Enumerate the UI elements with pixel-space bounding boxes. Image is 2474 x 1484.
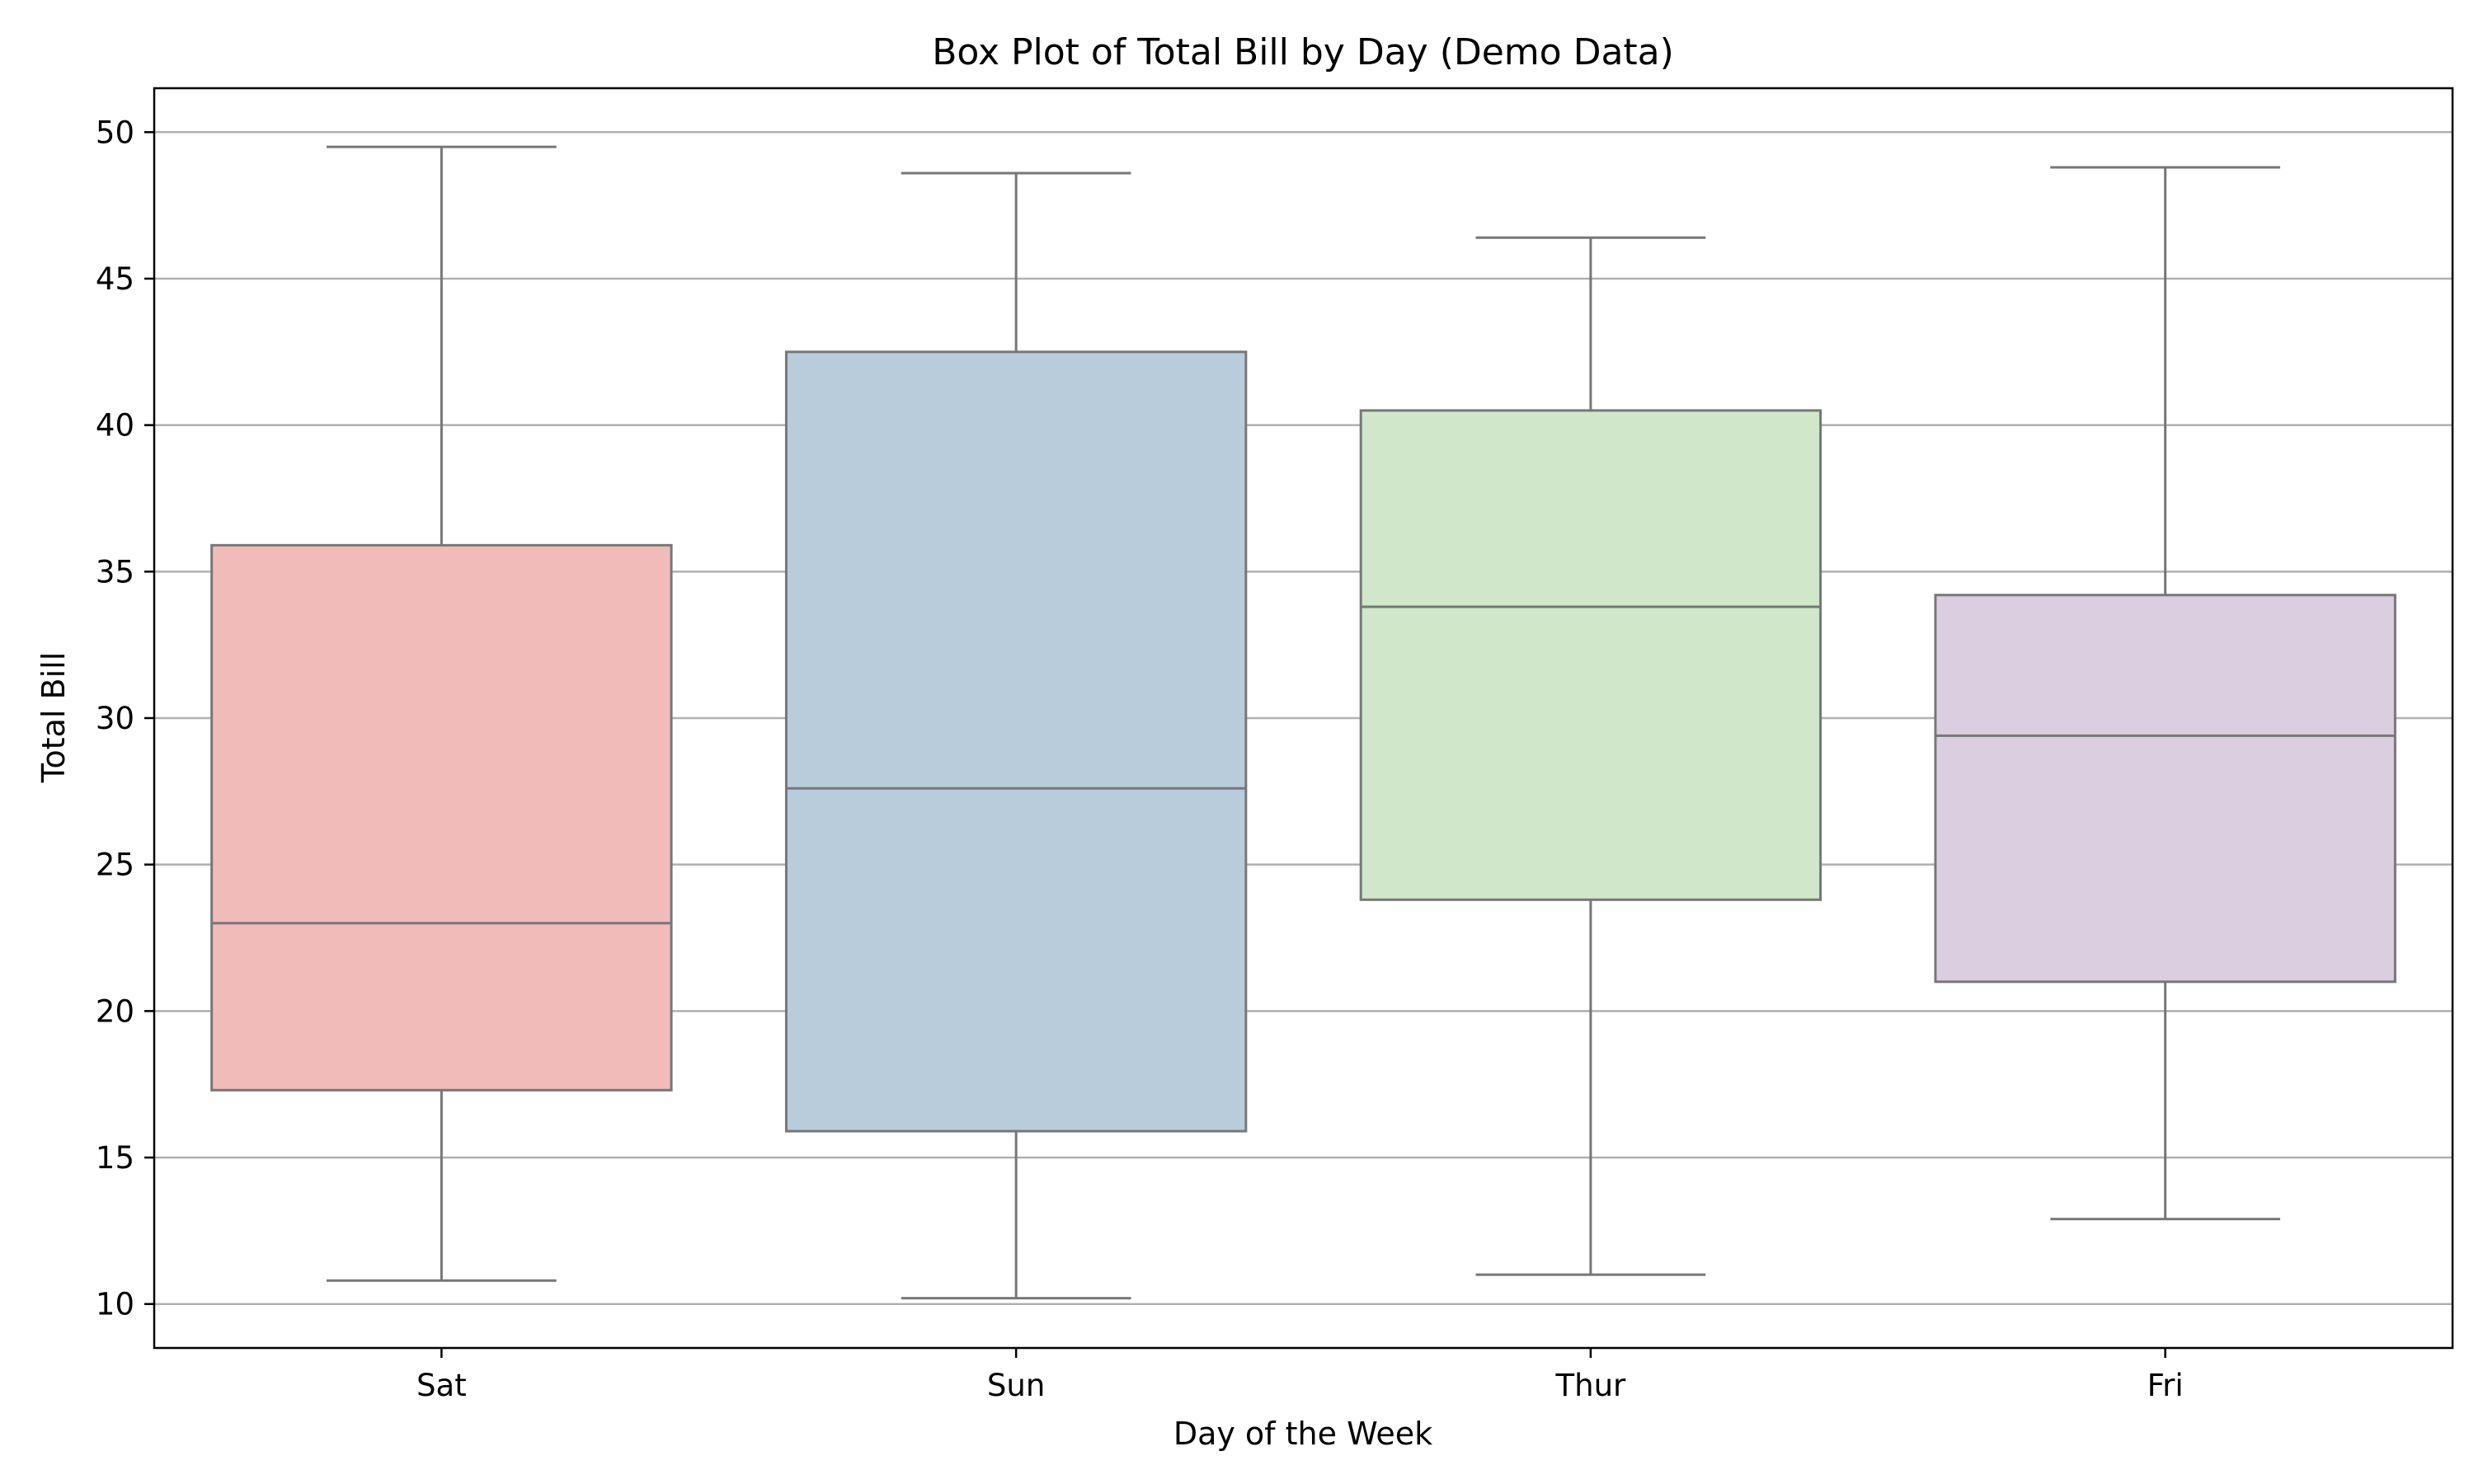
y-tick-label-50: 50 bbox=[96, 115, 134, 150]
y-tick-label-30: 30 bbox=[96, 701, 134, 736]
box-sun bbox=[784, 350, 1248, 1133]
box-group-sat bbox=[210, 145, 673, 1282]
x-axis-ticks: Sat Sun Thur Fri bbox=[416, 1348, 2184, 1403]
x-axis-label: Day of the Week bbox=[1174, 1416, 1432, 1452]
box-fri bbox=[1934, 594, 2396, 984]
box-sat bbox=[210, 543, 673, 1092]
y-axis-ticks: 10 15 20 25 30 35 40 45 50 bbox=[96, 115, 154, 1322]
y-tick-label-45: 45 bbox=[96, 261, 134, 297]
x-tick-label-sat: Sat bbox=[416, 1368, 467, 1403]
chart-title: Box Plot of Total Bill by Day (Demo Data… bbox=[932, 31, 1674, 73]
y-tick-label-25: 25 bbox=[96, 848, 134, 883]
boxes bbox=[210, 145, 2396, 1300]
x-tick-label-thur: Thur bbox=[1555, 1368, 1627, 1403]
y-tick-label-40: 40 bbox=[96, 408, 134, 444]
y-axis-label: Total Bill bbox=[35, 652, 72, 784]
y-tick-label-10: 10 bbox=[96, 1287, 134, 1322]
box-thur bbox=[1359, 409, 1823, 901]
x-tick-label-sun: Sun bbox=[987, 1368, 1045, 1403]
y-tick-label-20: 20 bbox=[96, 993, 134, 1029]
box-group-fri bbox=[1934, 166, 2396, 1221]
x-tick-label-fri: Fri bbox=[2147, 1368, 2184, 1403]
y-tick-label-35: 35 bbox=[96, 554, 134, 589]
box-group-sun bbox=[784, 171, 1248, 1300]
y-tick-label-15: 15 bbox=[96, 1140, 134, 1176]
box-group-thur bbox=[1359, 236, 1823, 1276]
